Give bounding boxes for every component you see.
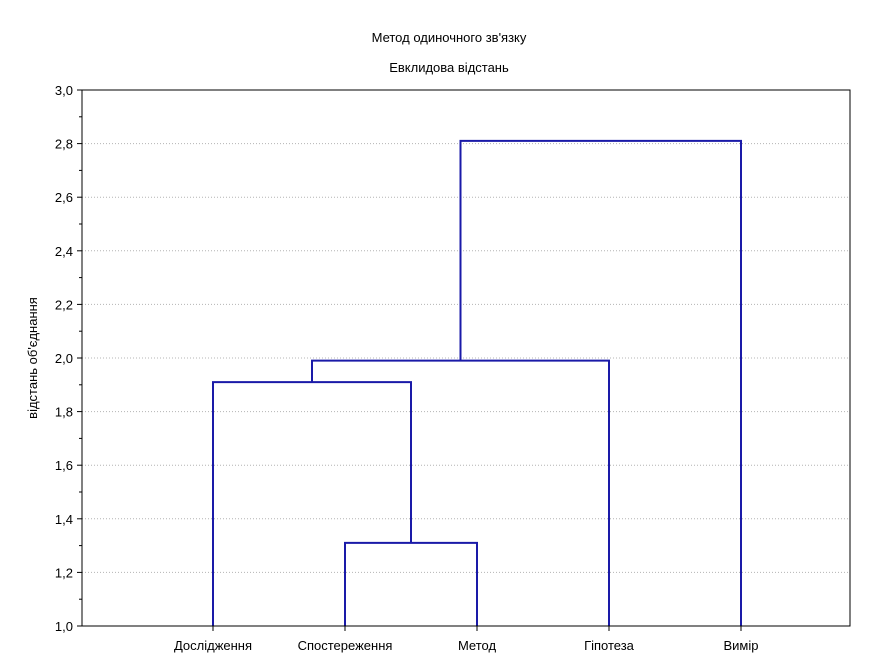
y-tick-label: 3,0 xyxy=(55,83,73,98)
y-tick-label: 2,4 xyxy=(55,244,73,259)
x-tick-label: Гіпотеза xyxy=(584,638,635,653)
dendrogram-link xyxy=(459,139,742,626)
y-tick-label: 2,2 xyxy=(55,297,73,312)
dendrogram-link xyxy=(311,359,610,626)
plot-frame xyxy=(81,89,851,627)
grid-lines xyxy=(82,143,850,573)
dendrogram-link xyxy=(212,381,412,626)
x-tick-label: Метод xyxy=(458,638,497,653)
x-tick-label: Дослідження xyxy=(174,638,252,653)
dendrogram-links xyxy=(212,139,742,626)
y-tick-label: 1,4 xyxy=(55,512,73,527)
x-tick-label: Вимір xyxy=(724,638,759,653)
x-axis-labels: Дослідження Спостереження Метод Гіпотеза Вим… xyxy=(174,626,759,653)
y-tick-label: 1,0 xyxy=(55,619,73,634)
y-tick-label: 2,0 xyxy=(55,351,73,366)
chart-subtitle: Евклидова відстань xyxy=(389,60,509,75)
y-tick-label: 1,6 xyxy=(55,458,73,473)
y-tick-label: 2,8 xyxy=(55,137,73,152)
y-tick-label: 2,6 xyxy=(55,190,73,205)
y-axis-ticks: 1,0 1,2 1,4 1,6 1,8 2,0 2,2 2,4 2,6 2,8 3,0 xyxy=(55,83,82,634)
dendrogram-link xyxy=(344,541,478,626)
y-axis-label: відстань об'єднання xyxy=(25,297,40,419)
y-tick-label: 1,2 xyxy=(55,565,73,580)
chart-title: Метод одиночного зв'язку xyxy=(372,30,527,45)
y-tick-label: 1,8 xyxy=(55,405,73,420)
x-tick-label: Спостереження xyxy=(298,638,393,653)
